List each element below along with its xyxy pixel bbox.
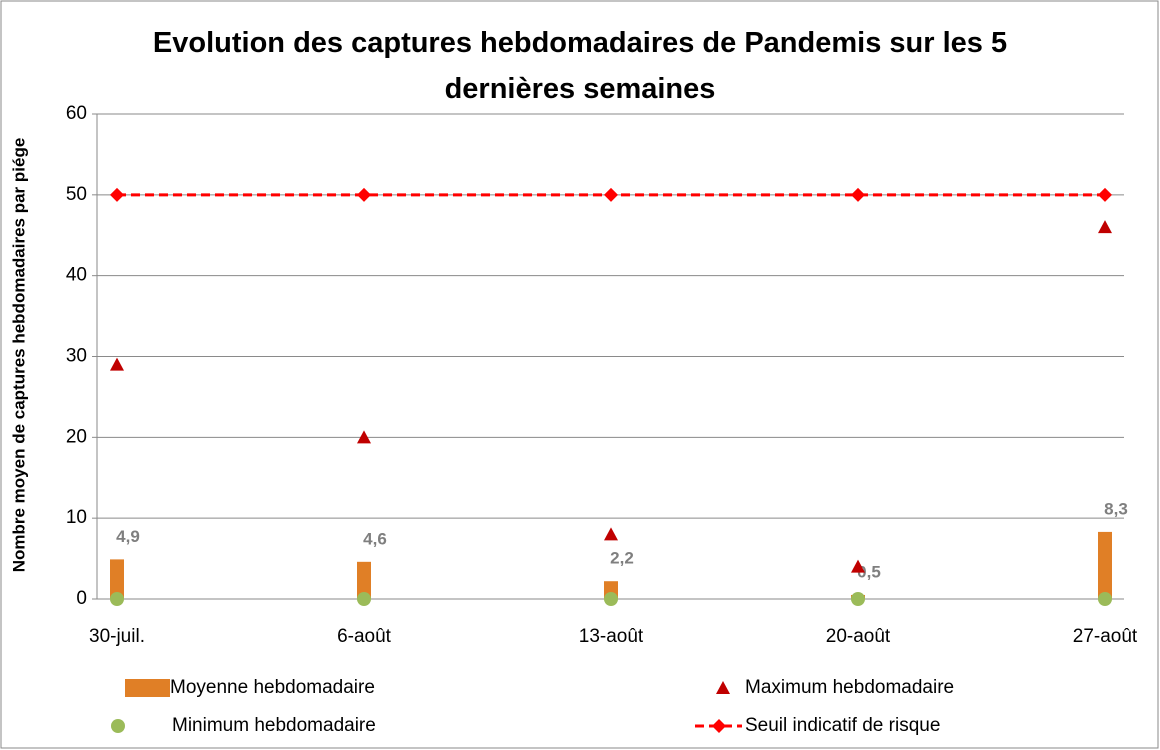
diamond-marker <box>851 187 865 202</box>
triangle-marker <box>1098 220 1112 234</box>
legend-swatch <box>712 719 726 733</box>
diamond-marker <box>357 187 371 202</box>
y-tick-label: 30 <box>66 346 87 367</box>
triangle-marker <box>604 527 618 541</box>
legend-swatch <box>111 719 125 733</box>
x-tick-label: 20-août <box>826 626 891 647</box>
circle-marker <box>110 592 124 606</box>
diamond-marker <box>604 187 618 202</box>
bar <box>1098 531 1112 599</box>
x-tick-label: 13-août <box>579 626 644 647</box>
y-axis-label: Nombre moyen de captures hebdomadaires p… <box>9 138 28 573</box>
legend-label: Maximum hebdomadaire <box>745 677 954 698</box>
x-tick-label: 30-juil. <box>89 626 145 647</box>
y-tick-label: 60 <box>66 103 87 124</box>
data-label: 4,6 <box>363 529 387 548</box>
diamond-marker <box>1098 187 1112 202</box>
y-tick-label: 0 <box>76 588 87 609</box>
x-tick-label: 6-août <box>337 626 392 647</box>
y-tick-label: 10 <box>66 507 87 528</box>
y-tick-label: 50 <box>66 184 87 205</box>
bar <box>357 561 371 599</box>
triangle-marker <box>357 430 371 444</box>
legend-label: Moyenne hebdomadaire <box>170 677 375 698</box>
circle-marker <box>604 592 618 606</box>
bar <box>110 559 124 599</box>
data-label: 2,2 <box>610 549 634 568</box>
chart-title: Evolution des captures hebdomadaires de … <box>152 27 1008 105</box>
legend-label: Minimum hebdomadaire <box>172 715 376 736</box>
data-label: 0,5 <box>857 562 881 581</box>
triangle-marker <box>851 559 865 573</box>
circle-marker <box>851 592 865 606</box>
circle-marker <box>357 592 371 606</box>
legend-label: Seuil indicatif de risque <box>745 715 940 736</box>
circle-marker <box>1098 592 1112 606</box>
x-tick-label: 27-août <box>1073 626 1138 647</box>
legend-swatch <box>716 681 730 694</box>
y-tick-label: 40 <box>66 265 87 286</box>
diamond-marker <box>110 187 124 202</box>
y-tick-label: 20 <box>66 426 87 447</box>
data-label: 8,3 <box>1104 499 1128 518</box>
data-label: 4,9 <box>116 527 140 546</box>
triangle-marker <box>110 357 124 371</box>
legend-swatch <box>125 679 170 697</box>
